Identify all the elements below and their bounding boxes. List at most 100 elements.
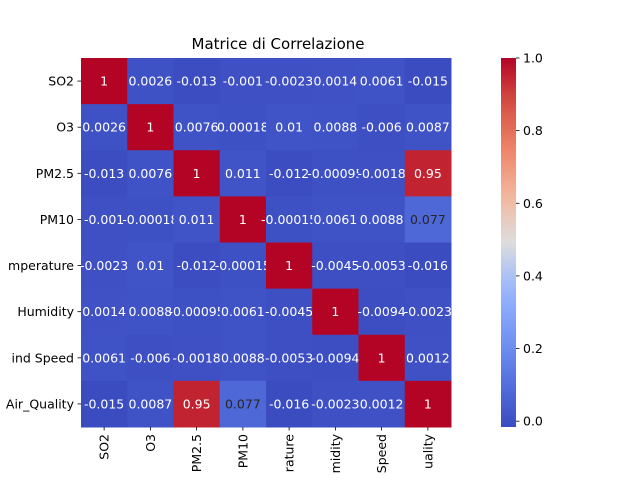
cell-annotation: -0.00095	[169, 304, 225, 319]
heatmap-cell	[266, 288, 313, 336]
y-tick-label: PM10	[40, 212, 74, 227]
cell-annotation: -0.0023	[404, 304, 452, 319]
heatmap-cell	[219, 150, 267, 197]
cell-annotation: 0.0088	[129, 304, 173, 319]
cell-annotation: 0.011	[225, 166, 261, 181]
heatmap-cell	[219, 380, 267, 428]
heatmap-cell	[266, 150, 313, 197]
cell-annotation: 0.0026	[129, 74, 173, 89]
cell-annotation: 1	[239, 212, 247, 227]
heatmap-cell	[219, 288, 267, 336]
colorbar-tick-label: 0.0	[523, 414, 543, 429]
heatmap-cell	[358, 58, 406, 105]
heatmap-cell	[127, 150, 174, 197]
colorbar-tick-label: 0.6	[523, 196, 543, 211]
cell-annotation: -0.001	[223, 74, 263, 89]
heatmap-cell	[266, 196, 313, 243]
cell-annotation: 0.0076	[129, 166, 173, 181]
cell-annotation: -0.0045	[265, 304, 313, 319]
cell-annotation: 1	[378, 350, 386, 365]
heatmap-cell	[358, 196, 406, 243]
x-tick-label: PM2.5	[189, 434, 204, 472]
cell-annotation: 1	[146, 120, 154, 135]
heatmap-cell	[404, 334, 452, 382]
heatmap-cell	[127, 58, 174, 105]
heatmap-cell	[173, 334, 221, 382]
heatmap-cell	[127, 196, 174, 243]
heatmap-cell	[358, 380, 406, 428]
cell-annotation: -0.0053	[358, 258, 406, 273]
cell-annotation: 0.01	[136, 258, 164, 273]
cell-annotation: 0.0026	[82, 120, 126, 135]
cell-annotation: -0.006	[361, 120, 401, 135]
colorbar-tick-label: 1.0	[523, 51, 543, 66]
heatmap-cell	[312, 242, 359, 290]
cell-annotation: -0.012	[176, 258, 216, 273]
heatmap-cell	[81, 288, 128, 336]
cell-annotation: -0.0094	[311, 350, 359, 365]
cell-annotation: 0.95	[414, 166, 442, 181]
heatmap-cell	[266, 104, 313, 151]
cell-annotation: -0.0018	[358, 166, 406, 181]
cell-annotation: -0.016	[269, 396, 309, 411]
heatmap-cell	[81, 380, 128, 428]
cell-annotation: 0.0061	[82, 350, 126, 365]
heatmap-cell	[81, 150, 128, 197]
cell-annotation: -0.006	[130, 350, 170, 365]
heatmap-cell	[358, 104, 406, 151]
cell-annotation: -0.00015	[215, 258, 271, 273]
heatmap-cell	[219, 58, 267, 105]
heatmap-cell	[219, 196, 267, 243]
heatmap-cell	[312, 380, 359, 428]
heatmap-cell	[266, 380, 313, 428]
heatmap-cell	[219, 334, 267, 382]
heatmap-cell	[404, 150, 452, 197]
heatmap-cell	[266, 242, 313, 290]
heatmap-cell	[173, 104, 221, 151]
cell-annotation: -0.013	[84, 166, 124, 181]
cell-annotation: 0.0088	[360, 212, 404, 227]
heatmap-cell	[81, 242, 128, 290]
cell-annotation: 0.0088	[221, 350, 265, 365]
cell-annotation: -0.012	[269, 166, 309, 181]
x-tick-label: O3	[143, 434, 158, 452]
cell-annotation: 1	[285, 258, 293, 273]
y-axis-ticks: SO2 O3 PM2.5 PM10 mperature Humidity ind Speed…	[6, 74, 81, 411]
heatmap-cell	[404, 58, 452, 105]
colorbar-tick-label: 0.8	[523, 123, 543, 138]
y-tick-label: ind Speed	[12, 350, 75, 365]
cell-annotation: 0.0061	[314, 212, 358, 227]
heatmap-cell	[312, 288, 359, 336]
y-tick-label: Air_Quality	[6, 396, 75, 411]
heatmap-cell	[127, 104, 174, 151]
colorbar-tick-label: 0.4	[523, 268, 543, 283]
cell-annotation: 0.0012	[406, 350, 450, 365]
cell-annotation: 1	[100, 74, 108, 89]
cell-annotation: -0.0045	[311, 258, 359, 273]
heatmap-cell	[81, 104, 128, 151]
heatmap-cell	[404, 242, 452, 290]
heatmap-cell	[404, 288, 452, 336]
cell-annotation: -0.016	[408, 258, 448, 273]
cell-annotation: 0.00018	[217, 120, 269, 135]
cell-annotation: 0.077	[225, 396, 261, 411]
cell-annotation: -0.0018	[173, 350, 221, 365]
cell-annotation: 1	[424, 396, 432, 411]
y-tick-label: PM2.5	[36, 166, 74, 181]
cell-annotation: -0.00015	[261, 212, 317, 227]
colorbar: 0.0 0.2 0.4 0.6 0.8 1.0	[501, 51, 543, 429]
heatmap-cell	[173, 150, 221, 197]
cell-annotation: -0.015	[84, 396, 124, 411]
cell-annotation: 0.0088	[314, 120, 358, 135]
cell-annotation: -0.0023	[265, 74, 313, 89]
cell-annotation: 0.011	[179, 212, 215, 227]
cell-annotation: 0.0014	[314, 74, 358, 89]
heatmap-cell	[358, 288, 406, 336]
y-tick-label: O3	[56, 120, 74, 135]
x-tick-label: rature	[282, 434, 297, 472]
heatmap-cells: 1 0.0026 -0.013 -0.001 -0.0023 0.0014 0.0061 -0…	[80, 58, 452, 428]
y-tick-label: SO2	[48, 74, 74, 89]
heatmap-cell	[127, 380, 174, 428]
